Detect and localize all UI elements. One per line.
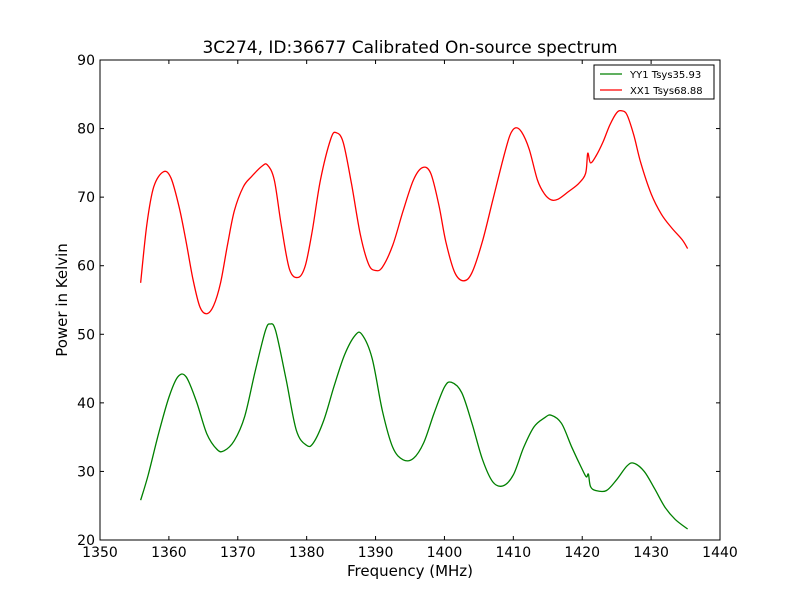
x-axis-label: Frequency (MHz)	[347, 562, 473, 580]
x-tick-label: 1360	[151, 545, 187, 561]
y-tick-label: 70	[77, 190, 95, 206]
y-tick-label: 40	[77, 396, 95, 412]
x-tick-label: 1400	[427, 545, 463, 561]
y-tick-label: 80	[77, 122, 95, 138]
y-tick-label: 20	[77, 533, 95, 549]
legend-label-xx1: XX1 Tsys68.88	[630, 86, 703, 97]
x-tick-label: 1350	[82, 545, 118, 561]
legend-label-yy1: YY1 Tsys35.93	[629, 70, 701, 81]
y-axis-label: Power in Kelvin	[53, 243, 71, 357]
series-layer	[139, 109, 689, 530]
x-tick-label: 1420	[564, 545, 600, 561]
plot-area	[99, 59, 721, 541]
y-tick-label: 30	[77, 464, 95, 480]
y-tick-label: 60	[77, 259, 95, 275]
chart-title: 3C274, ID:36677 Calibrated On-source spe…	[202, 38, 617, 58]
axes-frame	[99, 59, 721, 541]
x-tick-label: 1380	[289, 545, 325, 561]
axis-ticks: 1350 1360 1370 1380 1390 1400 1410 1420 1430 1440…	[77, 53, 738, 561]
y-tick-label: 90	[77, 53, 95, 69]
y-tick-label: 50	[77, 327, 95, 343]
legend: YY1 Tsys35.93 XX1 Tsys68.88	[593, 64, 715, 100]
x-tick-label: 1440	[702, 545, 738, 561]
x-tick-label: 1390	[358, 545, 394, 561]
series-line-1	[139, 109, 689, 315]
series-line-0	[140, 323, 689, 530]
x-tick-label: 1430	[633, 545, 669, 561]
x-tick-label: 1410	[496, 545, 532, 561]
legend-box	[593, 64, 715, 100]
x-tick-label: 1370	[220, 545, 256, 561]
